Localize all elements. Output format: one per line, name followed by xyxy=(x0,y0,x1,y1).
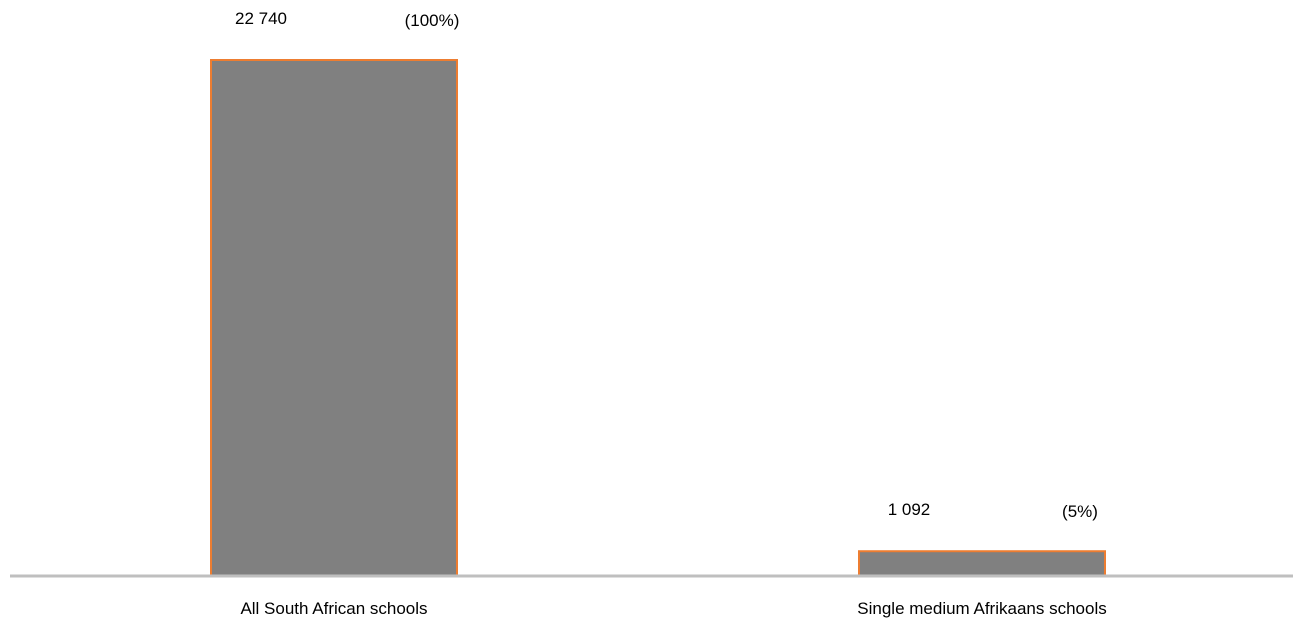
value-label-1: 22 740 xyxy=(235,9,287,28)
label-group: 22 740 (100%) All South African schools 1 0… xyxy=(235,9,1107,618)
bar-2 xyxy=(858,550,1106,578)
category-label-1: All South African schools xyxy=(240,599,427,618)
bar-group xyxy=(210,59,1106,578)
percent-label-1: (100%) xyxy=(405,11,460,30)
category-label-2: Single medium Afrikaans schools xyxy=(857,599,1106,618)
value-label-2: 1 092 xyxy=(888,500,931,519)
percent-label-2: (5%) xyxy=(1062,502,1098,521)
bar-1 xyxy=(210,59,458,577)
